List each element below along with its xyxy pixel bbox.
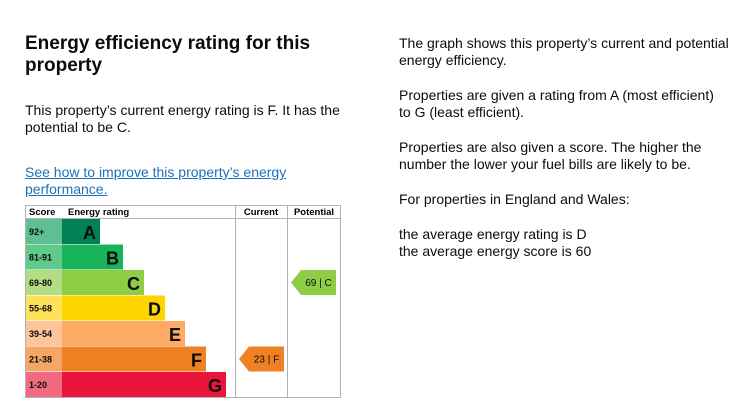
band-range-g: 1-20 bbox=[29, 380, 47, 390]
header-score: Score bbox=[29, 207, 55, 218]
score-explanation: Properties are also given a score. The h… bbox=[399, 139, 702, 172]
rating-band-c: 69-80 C bbox=[26, 270, 144, 295]
band-range-c: 69-80 bbox=[29, 278, 52, 288]
graph-explanation: The graph shows this property’s current … bbox=[399, 35, 729, 68]
band-bar-fill-c bbox=[62, 270, 144, 295]
current-rating-arrow: 23 | F bbox=[239, 346, 284, 372]
band-bar-fill-f bbox=[62, 346, 206, 372]
potential-rating-arrow-shape bbox=[291, 270, 336, 295]
right-column: The graph shows this property’s current … bbox=[399, 33, 729, 278]
averages: the average energy rating is D the avera… bbox=[399, 226, 729, 260]
band-letter-c: C bbox=[127, 274, 140, 294]
rating-band-b: 81-91 B bbox=[26, 244, 123, 270]
rating-band-g: 1-20 G bbox=[26, 372, 226, 397]
header-potential: Potential bbox=[294, 207, 334, 218]
rating-arrows: 23 | F 69 | C bbox=[239, 270, 336, 372]
band-letter-a: A bbox=[83, 223, 96, 243]
header-current: Current bbox=[244, 207, 279, 218]
average-rating-text: the average energy rating is D bbox=[399, 226, 587, 242]
rating-explanation: Properties are given a rating from A (mo… bbox=[399, 87, 714, 120]
potential-rating-arrow: 69 | C bbox=[291, 270, 336, 295]
band-range-e: 39-54 bbox=[29, 329, 52, 339]
rating-bands: 92+ A 81-91 B 69-80 C 55-68 D 39-54 E 21-38 F 1-20 G bbox=[26, 219, 226, 397]
energy-rating-chart: Score Energy rating Current Potential 92… bbox=[25, 205, 341, 398]
band-bar-fill-g bbox=[62, 372, 226, 397]
left-column: Energy efficiency rating for this proper… bbox=[25, 33, 355, 198]
england-wales-text: For properties in England and Wales: bbox=[399, 191, 630, 207]
band-range-a: 92+ bbox=[29, 227, 44, 237]
rating-band-a: 92+ A bbox=[26, 219, 100, 244]
band-range-d: 55-68 bbox=[29, 304, 52, 314]
current-rating-arrow-shape bbox=[239, 346, 284, 372]
current-rating-text: This property’s current energy rating is… bbox=[25, 102, 340, 135]
rating-band-d: 55-68 D bbox=[26, 295, 165, 321]
band-range-b: 81-91 bbox=[29, 253, 52, 263]
page-title: Energy efficiency rating for this proper… bbox=[25, 33, 311, 76]
band-bar-fill-a bbox=[62, 219, 100, 244]
header-energy-rating: Energy rating bbox=[68, 207, 129, 218]
band-bar-fill-d bbox=[62, 295, 165, 321]
energy-rating-graph: Score Energy rating Current Potential 92… bbox=[25, 205, 341, 398]
rating-band-e: 39-54 E bbox=[26, 321, 185, 346]
band-letter-b: B bbox=[106, 249, 119, 269]
band-bar-fill-b bbox=[62, 244, 123, 270]
band-letter-e: E bbox=[169, 325, 181, 345]
band-letter-g: G bbox=[208, 376, 222, 396]
band-range-f: 21-38 bbox=[29, 355, 52, 365]
band-bar-fill-e bbox=[62, 321, 185, 346]
improve-performance-link[interactable]: See how to improve this property’s energ… bbox=[25, 164, 287, 197]
current-rating-arrow-label: 23 | F bbox=[254, 355, 279, 366]
band-letter-d: D bbox=[148, 300, 161, 320]
band-letter-f: F bbox=[191, 351, 202, 371]
chart-border bbox=[25, 205, 341, 398]
average-score-text: the average energy score is 60 bbox=[399, 243, 592, 259]
rating-band-f: 21-38 F bbox=[26, 346, 206, 372]
potential-rating-arrow-label: 69 | C bbox=[305, 278, 332, 289]
